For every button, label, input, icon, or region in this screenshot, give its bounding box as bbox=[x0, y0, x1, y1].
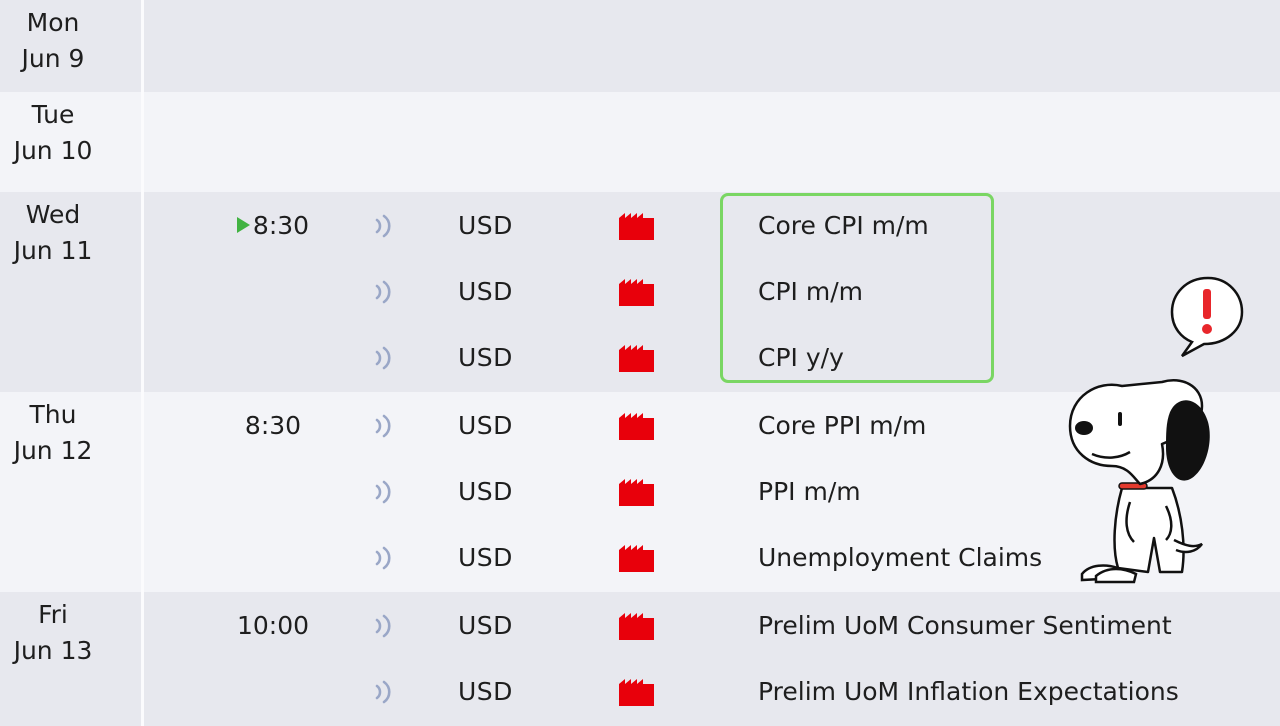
event-row[interactable]: USD Unemployment Claims bbox=[144, 525, 1280, 591]
day-group: Mon Jun 9 bbox=[0, 0, 1280, 92]
red-folder-impact-icon[interactable] bbox=[619, 413, 654, 440]
day-date: Jun 13 bbox=[13, 636, 93, 665]
event-row[interactable]: 8:30 USD Core PPI m/m bbox=[144, 393, 1280, 459]
sound-wave-icon[interactable] bbox=[374, 213, 398, 239]
event-time: 8:30 bbox=[200, 393, 346, 459]
red-folder-impact-icon[interactable] bbox=[619, 213, 654, 240]
sound-wave-icon[interactable] bbox=[374, 345, 398, 371]
date-cell: Thu Jun 12 bbox=[0, 392, 144, 592]
day-of-week: Thu bbox=[29, 400, 77, 429]
date-label: Tue Jun 10 bbox=[0, 97, 106, 169]
date-cell: Tue Jun 10 bbox=[0, 92, 144, 192]
red-folder-impact-icon[interactable] bbox=[619, 279, 654, 306]
event-name[interactable]: Unemployment Claims bbox=[758, 543, 1043, 572]
currency-label: USD bbox=[458, 411, 513, 440]
sound-wave-icon[interactable] bbox=[374, 413, 398, 439]
day-of-week: Wed bbox=[25, 200, 81, 229]
day-date: Jun 11 bbox=[13, 236, 93, 265]
date-cell: Wed Jun 11 bbox=[0, 192, 144, 392]
snoopy-dog bbox=[1068, 379, 1210, 584]
currency-label: USD bbox=[458, 543, 513, 572]
currency-label: USD bbox=[458, 277, 513, 306]
day-of-week: Tue bbox=[31, 100, 75, 129]
day-date: Jun 12 bbox=[13, 436, 93, 465]
date-label: Mon Jun 9 bbox=[0, 5, 106, 77]
event-time: 8:30 bbox=[200, 193, 346, 259]
sound-wave-icon[interactable] bbox=[374, 479, 398, 505]
event-row[interactable]: 8:30 USD Core CPI m/m bbox=[144, 193, 1280, 259]
day-group: Thu Jun 12 8:30 USD Core PPI m/m USD PPI m/m US… bbox=[0, 392, 1280, 592]
event-name[interactable]: Core CPI m/m bbox=[758, 211, 929, 240]
day-of-week: Mon bbox=[26, 8, 80, 37]
red-folder-impact-icon[interactable] bbox=[619, 345, 654, 372]
red-folder-impact-icon[interactable] bbox=[619, 545, 654, 572]
event-row[interactable]: USD CPI m/m bbox=[144, 259, 1280, 325]
event-name[interactable]: Core PPI m/m bbox=[758, 411, 927, 440]
red-folder-impact-icon[interactable] bbox=[619, 479, 654, 506]
day-date: Jun 9 bbox=[21, 44, 85, 73]
event-name[interactable]: CPI y/y bbox=[758, 343, 844, 372]
red-folder-impact-icon[interactable] bbox=[619, 679, 654, 706]
event-name[interactable]: CPI m/m bbox=[758, 277, 863, 306]
cpi-highlight-box bbox=[720, 193, 994, 383]
event-row[interactable]: USD CPI y/y bbox=[144, 325, 1280, 391]
event-time-text: 8:30 bbox=[252, 211, 310, 240]
event-name[interactable]: PPI m/m bbox=[758, 477, 861, 506]
event-time-text: 8:30 bbox=[244, 411, 302, 440]
date-label: Fri Jun 13 bbox=[0, 597, 106, 669]
exclamation-speech-bubble-icon bbox=[1170, 276, 1244, 358]
snoopy-illustration bbox=[1068, 276, 1244, 584]
event-time-text: 10:00 bbox=[236, 611, 310, 640]
currency-label: USD bbox=[458, 611, 513, 640]
red-folder-impact-icon[interactable] bbox=[619, 613, 654, 640]
date-label: Thu Jun 12 bbox=[0, 397, 106, 469]
event-time: 10:00 bbox=[200, 593, 346, 659]
event-name[interactable]: Prelim UoM Consumer Sentiment bbox=[758, 611, 1172, 640]
date-cell: Fri Jun 13 bbox=[0, 592, 144, 726]
day-group: Wed Jun 11 8:30 USD Core CPI m/m USD CPI m/m US… bbox=[0, 192, 1280, 392]
currency-label: USD bbox=[458, 211, 513, 240]
currency-label: USD bbox=[458, 677, 513, 706]
day-date: Jun 10 bbox=[13, 136, 93, 165]
event-row[interactable]: USD PPI m/m bbox=[144, 459, 1280, 525]
day-group: Fri Jun 13 10:00 USD Prelim UoM Consumer Sen… bbox=[0, 592, 1280, 726]
currency-label: USD bbox=[458, 343, 513, 372]
event-name[interactable]: Prelim UoM Inflation Expectations bbox=[758, 677, 1179, 706]
currency-label: USD bbox=[458, 477, 513, 506]
event-row[interactable]: 10:00 USD Prelim UoM Consumer Sentiment bbox=[144, 593, 1280, 659]
sound-wave-icon[interactable] bbox=[374, 279, 398, 305]
sound-wave-icon[interactable] bbox=[374, 613, 398, 639]
day-group: Tue Jun 10 bbox=[0, 92, 1280, 192]
date-cell: Mon Jun 9 bbox=[0, 0, 144, 92]
sound-wave-icon[interactable] bbox=[374, 679, 398, 705]
date-label: Wed Jun 11 bbox=[0, 197, 106, 269]
day-of-week: Fri bbox=[38, 600, 68, 629]
sound-wave-icon[interactable] bbox=[374, 545, 398, 571]
event-row[interactable]: USD Prelim UoM Inflation Expectations bbox=[144, 659, 1280, 725]
play-triangle-icon bbox=[236, 217, 250, 233]
